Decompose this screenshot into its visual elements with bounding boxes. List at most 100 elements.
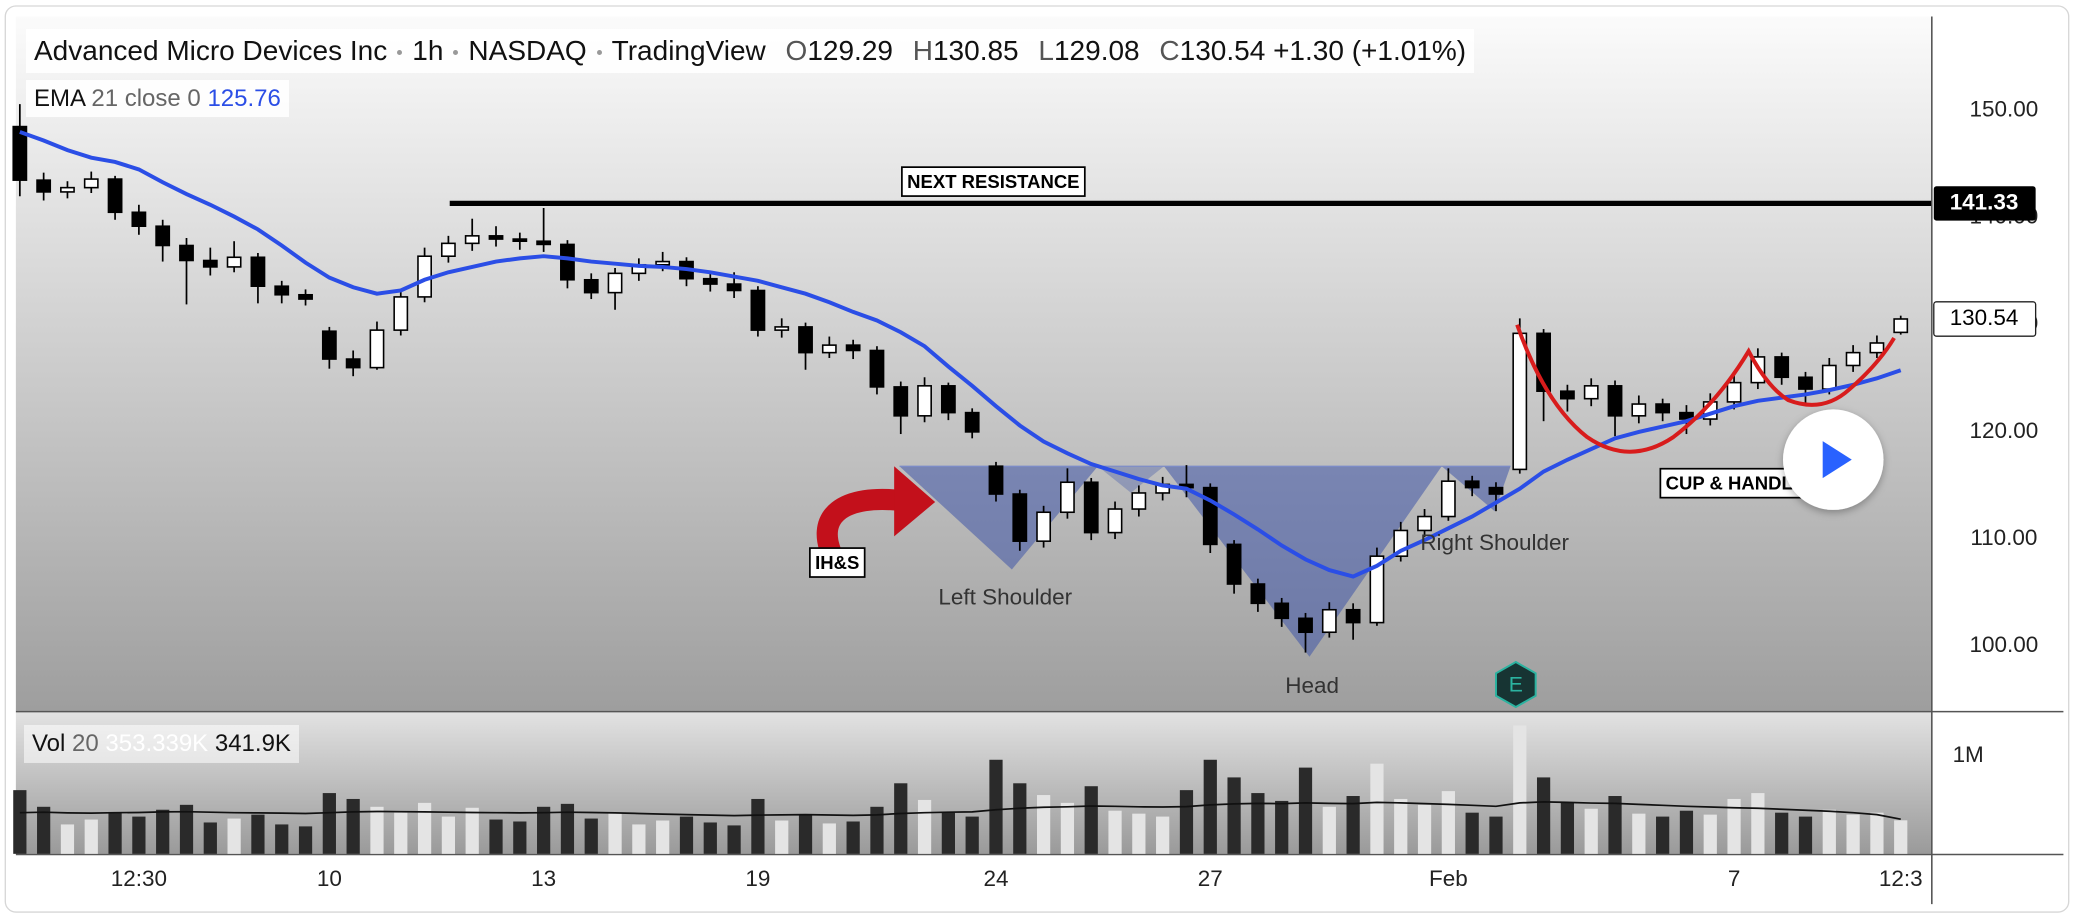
volume-bar <box>1870 812 1884 854</box>
earnings-badge[interactable]: E <box>1494 660 1537 709</box>
badge-shape <box>1494 660 1537 709</box>
data-layer <box>12 104 1932 854</box>
separator <box>453 50 459 56</box>
volume-bar <box>1775 812 1789 854</box>
volume-bar <box>1822 809 1836 854</box>
candle-body <box>1250 583 1266 605</box>
candle-body <box>1321 608 1337 634</box>
volume-bar <box>60 824 75 854</box>
volume-bar <box>37 806 51 854</box>
candle-body <box>1655 403 1671 414</box>
ema-name: EMA <box>34 85 85 112</box>
volume-bar <box>608 812 622 854</box>
candle-body <box>1012 493 1028 542</box>
candle-body <box>155 225 171 247</box>
candle-body <box>369 329 385 369</box>
volume-legend: Vol 20 353.339K 341.9K <box>24 725 299 763</box>
candle-body <box>1679 411 1694 420</box>
volume-bar <box>1417 804 1432 854</box>
volume-bar <box>1156 816 1170 854</box>
volume-bar <box>1203 759 1217 854</box>
resistance-value: 141.33 <box>1950 189 2019 214</box>
candle-body <box>1298 617 1313 634</box>
volume-bar <box>298 826 313 854</box>
volume-bar <box>798 814 813 854</box>
volume-bar <box>1346 796 1360 854</box>
volume-bar <box>203 822 217 854</box>
volume-bar <box>1846 814 1860 854</box>
volume-bar <box>1060 802 1075 854</box>
volume-bar <box>703 822 717 854</box>
candle-body <box>560 243 575 281</box>
change-pct: (+1.01%) <box>1351 35 1467 66</box>
candle-body <box>345 358 361 369</box>
candle-body <box>512 238 528 243</box>
volume-bar <box>632 824 646 854</box>
candle-body <box>12 125 28 181</box>
candle-body <box>321 330 337 360</box>
separator <box>596 50 602 56</box>
volume-ma-line <box>19 801 1901 821</box>
volume-bar <box>1275 800 1289 854</box>
candle-body <box>1774 356 1790 379</box>
right-shoulder-shape <box>1441 466 1511 512</box>
candle-body <box>798 326 813 354</box>
volume-bar <box>275 824 289 854</box>
candle-body <box>750 289 766 331</box>
volume-bar <box>1108 810 1122 854</box>
candle-body <box>1607 385 1623 417</box>
play-icon <box>1822 441 1852 479</box>
volume-tick-label: 1M <box>1953 742 1984 767</box>
interval: 1h <box>412 35 444 66</box>
volume-bar <box>1298 767 1313 854</box>
candle-body <box>274 285 290 296</box>
candle-body <box>917 385 932 417</box>
y-tick-label: 100.00 <box>1970 632 2039 657</box>
volume-bar <box>156 809 170 854</box>
volume-bar <box>1227 777 1241 854</box>
volume-bar <box>1441 791 1455 854</box>
candle-body <box>440 242 456 257</box>
volume-bar <box>1465 812 1479 854</box>
candle-body <box>393 296 409 331</box>
volume-bar <box>1656 816 1670 854</box>
resistance-label: NEXT RESISTANCE <box>907 171 1079 192</box>
y-tick-label: 150.00 <box>1970 96 2039 121</box>
volume-bar <box>656 820 670 854</box>
x-tick-label: 27 <box>1198 866 1223 891</box>
header-legend: Advanced Micro Devices Inc 1h NASDAQ Tradin… <box>26 29 1475 73</box>
volume-bar <box>1084 786 1098 854</box>
candle-body <box>1893 318 1909 334</box>
x-tick-label: 10 <box>317 866 342 891</box>
volume-bar <box>513 821 527 854</box>
x-tick-label: 12:3 <box>1879 866 1923 891</box>
y-tick-label: 120.00 <box>1970 418 2039 443</box>
last-price-value: 130.54 <box>1950 305 2019 330</box>
volume-bar <box>1894 820 1908 854</box>
volume-bar <box>1037 795 1051 854</box>
candle-body <box>1060 481 1075 514</box>
candle-body <box>1726 381 1742 403</box>
volume-bar <box>1489 816 1503 854</box>
high-label: H <box>912 35 933 66</box>
candle-body <box>1131 492 1147 510</box>
volume-bar <box>584 818 598 854</box>
open-value: 129.29 <box>807 35 893 66</box>
play-button[interactable] <box>1783 409 1884 510</box>
volume-bar <box>1560 802 1575 854</box>
volume-bar <box>251 814 265 854</box>
volume-length: 20 <box>72 730 99 757</box>
ema-params: 21 close 0 <box>91 85 201 112</box>
candle-body <box>1107 508 1123 534</box>
volume-bar <box>1394 798 1408 854</box>
badge-text: E <box>1509 673 1523 696</box>
candle-body <box>1417 515 1432 532</box>
separator <box>397 50 403 56</box>
candle-body <box>1845 351 1861 367</box>
volume-last-value: 341.9K <box>214 730 291 757</box>
right-shoulder-label: Right Shoulder <box>1420 530 1569 555</box>
volume-bar <box>1727 798 1741 854</box>
candle-body <box>821 344 837 354</box>
candle-body <box>702 277 718 285</box>
